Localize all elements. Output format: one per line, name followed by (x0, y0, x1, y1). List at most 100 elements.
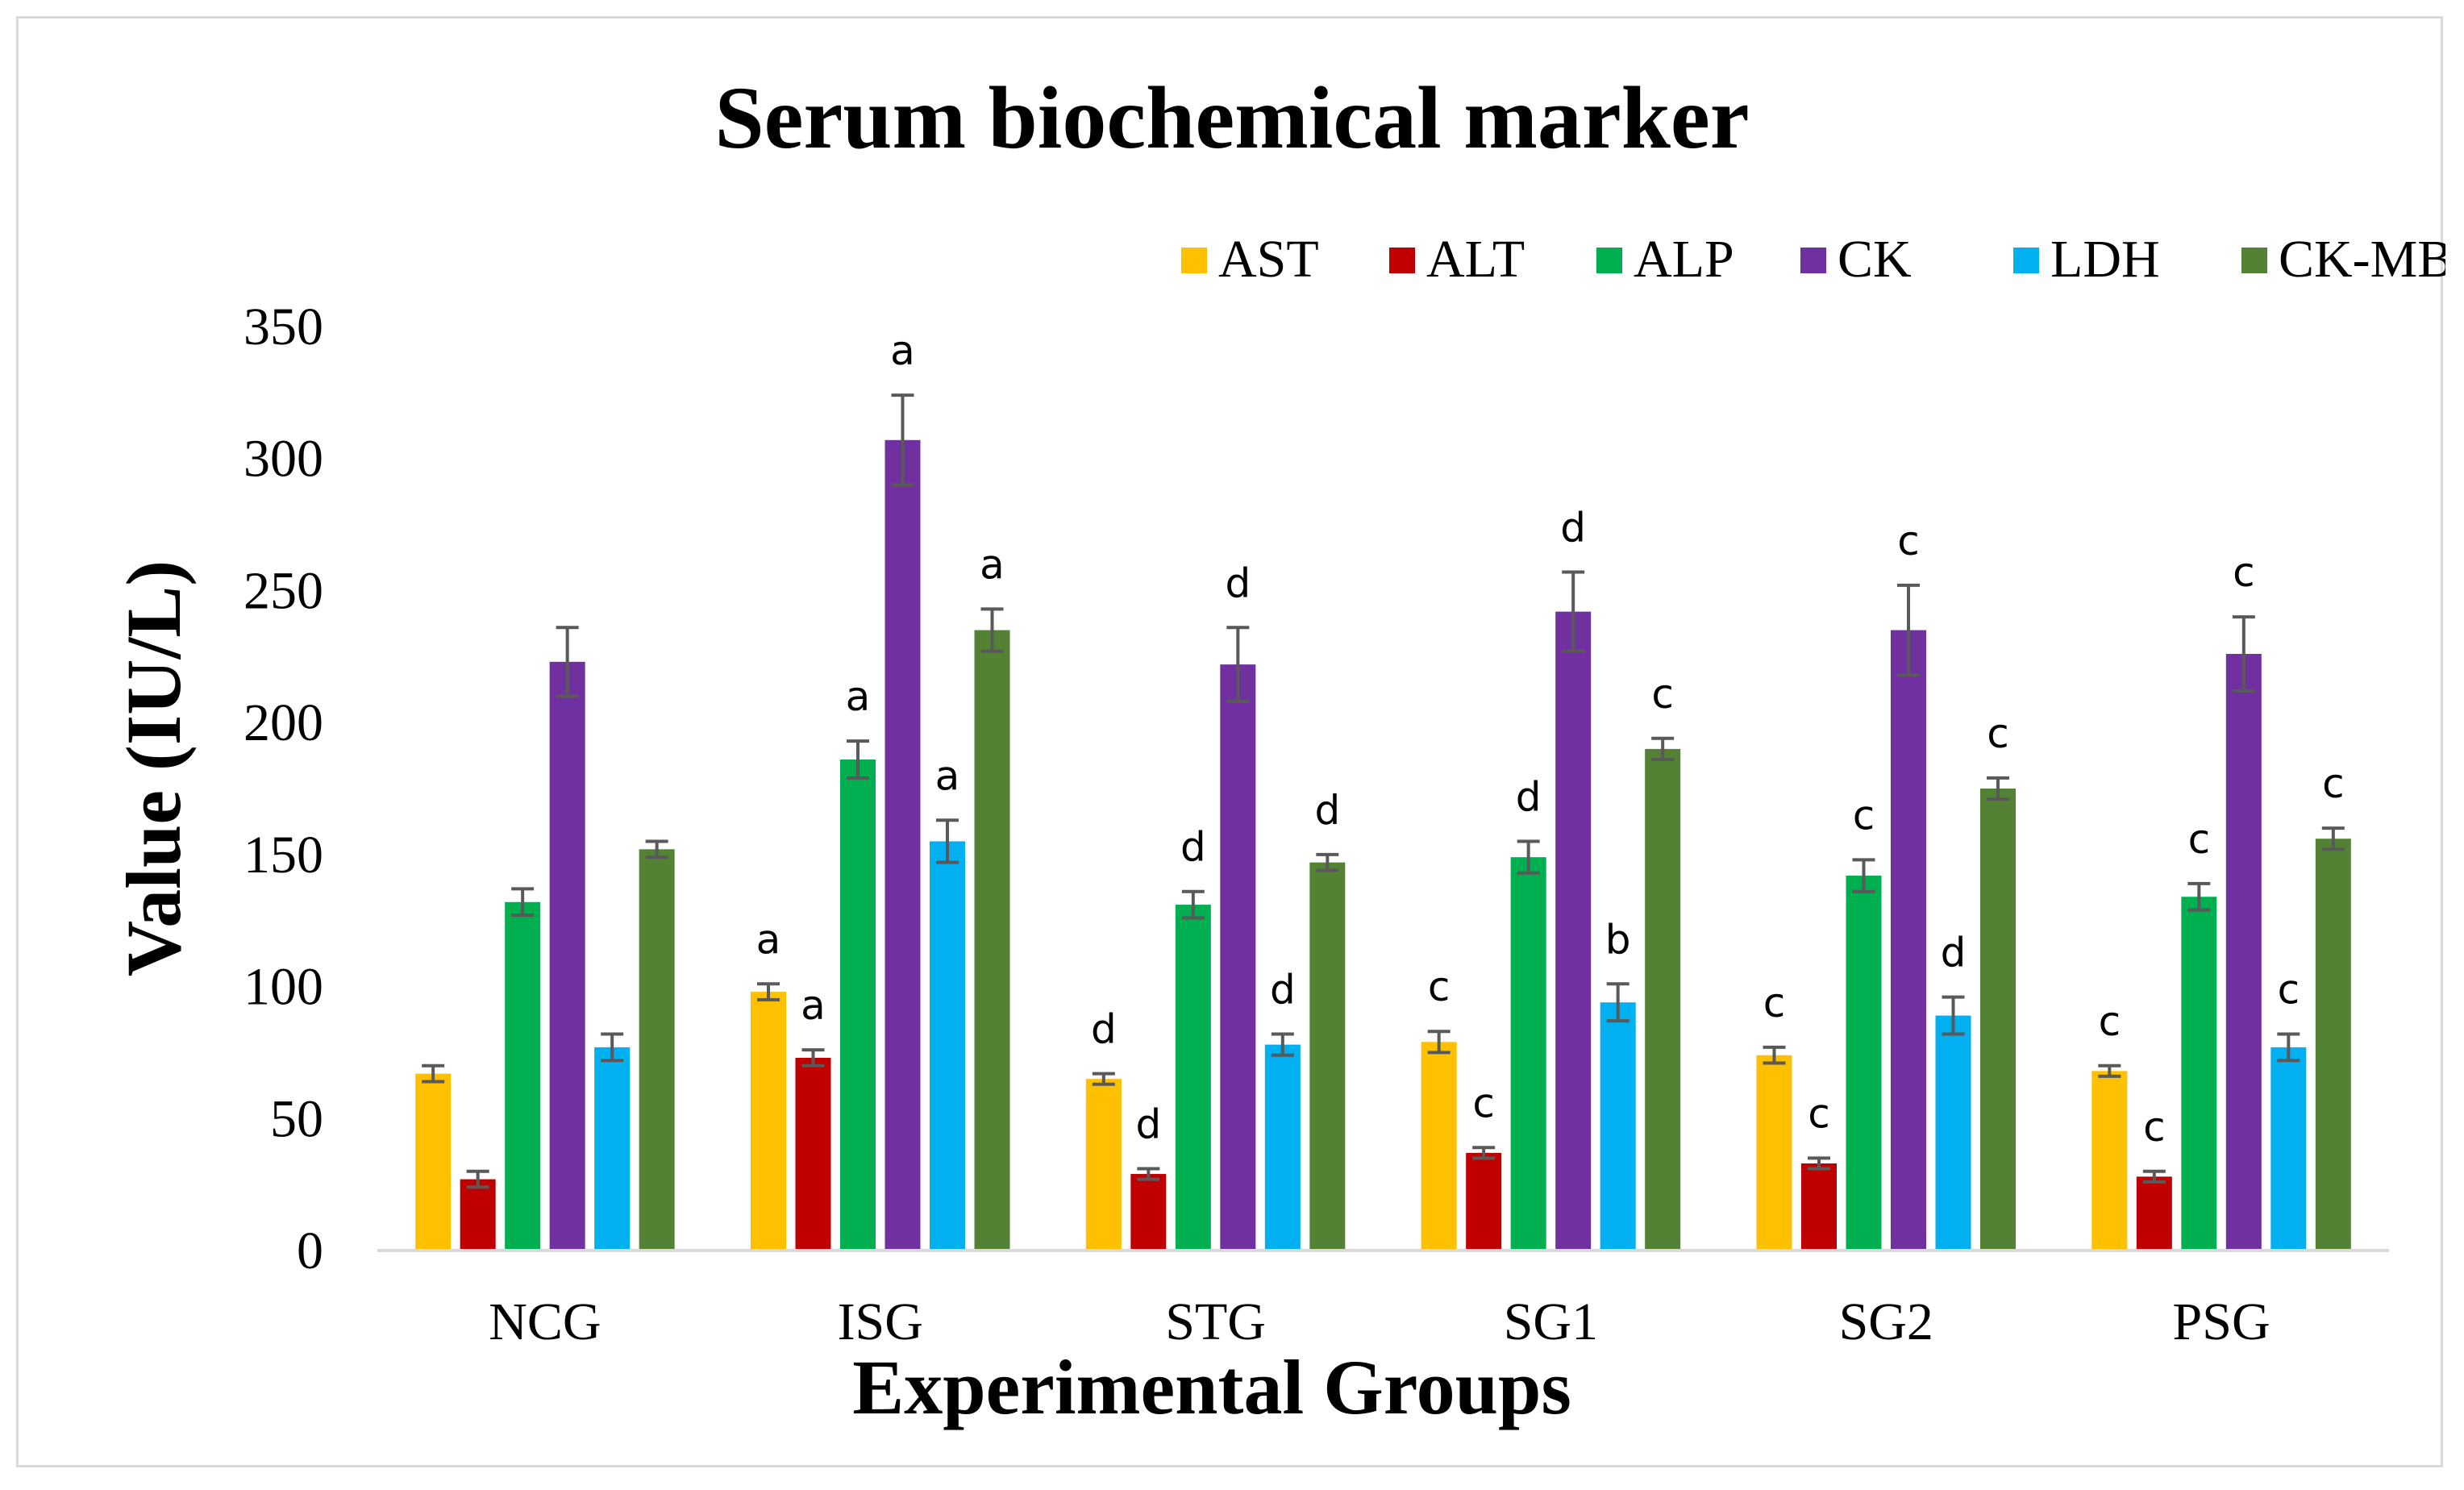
significance-label: c (1472, 1080, 1495, 1126)
bar (1421, 1042, 1457, 1251)
bar (639, 849, 675, 1251)
significance-label: d (1560, 505, 1586, 551)
bar (1130, 1174, 1167, 1251)
x-tick-label: ISG (838, 1292, 923, 1351)
legend-swatch (2013, 248, 2039, 273)
legend-swatch (2241, 248, 2267, 273)
significance-label: d (1516, 773, 1542, 820)
significance-label: c (1763, 980, 1786, 1026)
bar (930, 841, 965, 1251)
legend-swatch (1800, 248, 1826, 273)
bar (1085, 1079, 1122, 1251)
legend-label: ALT (1426, 230, 1525, 289)
y-tick-label: 350 (243, 298, 323, 356)
bar (2270, 1047, 2307, 1251)
bar (1309, 862, 1346, 1251)
legend-label: ALP (1634, 230, 1734, 289)
bar (1510, 857, 1546, 1251)
chart-frame: Serum biochemical marker AST ALT ALP CK LDH C… (16, 16, 2445, 1467)
legend-label: AST (1218, 230, 1319, 289)
bar (2225, 654, 2262, 1251)
bar (460, 1179, 496, 1251)
significance-label: c (1651, 671, 1674, 718)
significance-label: a (890, 327, 915, 374)
legend-swatch (1389, 248, 1415, 273)
y-tick-label: 300 (243, 430, 323, 489)
significance-label: a (980, 541, 1005, 588)
y-tick-label: 100 (243, 958, 323, 1017)
legend-label: LDH (2050, 230, 2160, 289)
bar (751, 992, 786, 1251)
bar (2136, 1176, 2172, 1251)
significance-label: c (1897, 518, 1920, 564)
significance-label: c (1428, 964, 1451, 1010)
legend-swatch (1596, 248, 1622, 273)
bar (884, 439, 921, 1251)
legend-swatch (1181, 248, 1207, 273)
significance-label: d (1225, 560, 1251, 606)
significance-label: a (846, 673, 871, 720)
legend: AST ALT ALP CK LDH CK-MB (1181, 230, 2445, 289)
bar (2315, 839, 2351, 1251)
significance-label: d (1941, 930, 1967, 976)
y-axis: 0 50 100 150 200 250 300 350 (243, 298, 323, 1280)
significance-label: a (935, 752, 960, 799)
bar (2181, 897, 2217, 1251)
legend-label: CK-MB (2279, 230, 2445, 289)
significance-label: a (756, 916, 781, 963)
bar (840, 759, 876, 1251)
bar (1264, 1044, 1301, 1251)
bar (1891, 630, 1926, 1251)
y-tick-label: 200 (243, 693, 323, 752)
bar (1220, 664, 1256, 1251)
bar (1555, 611, 1592, 1251)
significance-label: d (1091, 1006, 1117, 1053)
x-axis-title: Experimental Groups (852, 1344, 1571, 1430)
significance-label: d (1270, 967, 1296, 1013)
bar (415, 1073, 452, 1251)
bar (974, 630, 1010, 1251)
significance-label: d (1180, 824, 1206, 871)
legend-label: CK (1838, 230, 1912, 289)
significance-label: c (2188, 816, 2211, 863)
significance-label: c (2233, 549, 2255, 596)
bar (1756, 1055, 1792, 1251)
chart-title: Serum biochemical marker (714, 69, 1749, 167)
x-tick-label: SG1 (1504, 1292, 1598, 1351)
y-axis-title: Value (IU/L) (110, 560, 197, 977)
bar (1980, 789, 2016, 1251)
y-tick-label: 150 (243, 826, 323, 884)
significance-label: d (1135, 1101, 1161, 1147)
x-tick-label: SG2 (1839, 1292, 1933, 1351)
significance-label: d (1314, 787, 1340, 834)
bar (505, 901, 541, 1251)
significance-label: c (2322, 760, 2345, 807)
bar (1935, 1015, 1971, 1251)
x-tick-label: NCG (489, 1292, 601, 1351)
bar (1801, 1163, 1837, 1251)
significance-label: c (2099, 998, 2121, 1045)
chart-svg: Serum biochemical marker AST ALT ALP CK LDH C… (110, 69, 2445, 1430)
significance-label: c (1853, 792, 1875, 839)
x-tick-label: PSG (2173, 1292, 2270, 1351)
bar (1846, 876, 1882, 1251)
bar (594, 1047, 631, 1251)
y-tick-label: 50 (270, 1089, 323, 1148)
bar (795, 1057, 831, 1251)
significance-label: c (2278, 967, 2300, 1013)
y-tick-label: 0 (297, 1222, 323, 1280)
significance-label: b (1605, 916, 1631, 963)
y-tick-label: 250 (243, 561, 323, 620)
bar (1600, 1002, 1636, 1251)
bar (2091, 1071, 2128, 1251)
bar (1466, 1152, 1502, 1251)
significance-label: c (2143, 1104, 2166, 1151)
significance-label: c (1808, 1090, 1830, 1137)
x-tick-label: STG (1165, 1292, 1266, 1351)
bar (1645, 748, 1681, 1251)
bar (549, 661, 585, 1251)
significance-label: a (801, 982, 826, 1029)
bar (1175, 905, 1211, 1251)
significance-label: c (1987, 710, 2009, 757)
